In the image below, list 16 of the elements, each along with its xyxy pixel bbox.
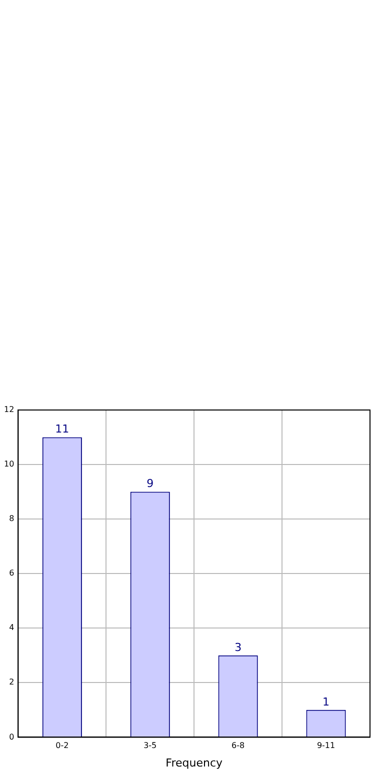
x-tick-label: 6-8 bbox=[232, 741, 245, 750]
data-label: 9 bbox=[146, 477, 154, 490]
x-tick-label: 3-5 bbox=[144, 741, 157, 750]
x-tick-label: 9-11 bbox=[316, 741, 336, 750]
data-label: 1 bbox=[322, 695, 330, 708]
y-tick-label: 6 bbox=[9, 568, 14, 578]
x-tick-label: 0-2 bbox=[56, 741, 69, 750]
y-tick-label: 4 bbox=[9, 623, 14, 632]
data-label: 3 bbox=[234, 640, 242, 654]
y-tick-label: 8 bbox=[9, 514, 14, 524]
x-axis-title: Frequency bbox=[166, 756, 223, 770]
y-tick-label: 2 bbox=[9, 678, 14, 687]
y-tick-label: 12 bbox=[4, 405, 14, 414]
data-label: 11 bbox=[55, 422, 70, 436]
y-tick-label: 10 bbox=[4, 460, 14, 469]
y-tick-label: 0 bbox=[9, 732, 14, 742]
